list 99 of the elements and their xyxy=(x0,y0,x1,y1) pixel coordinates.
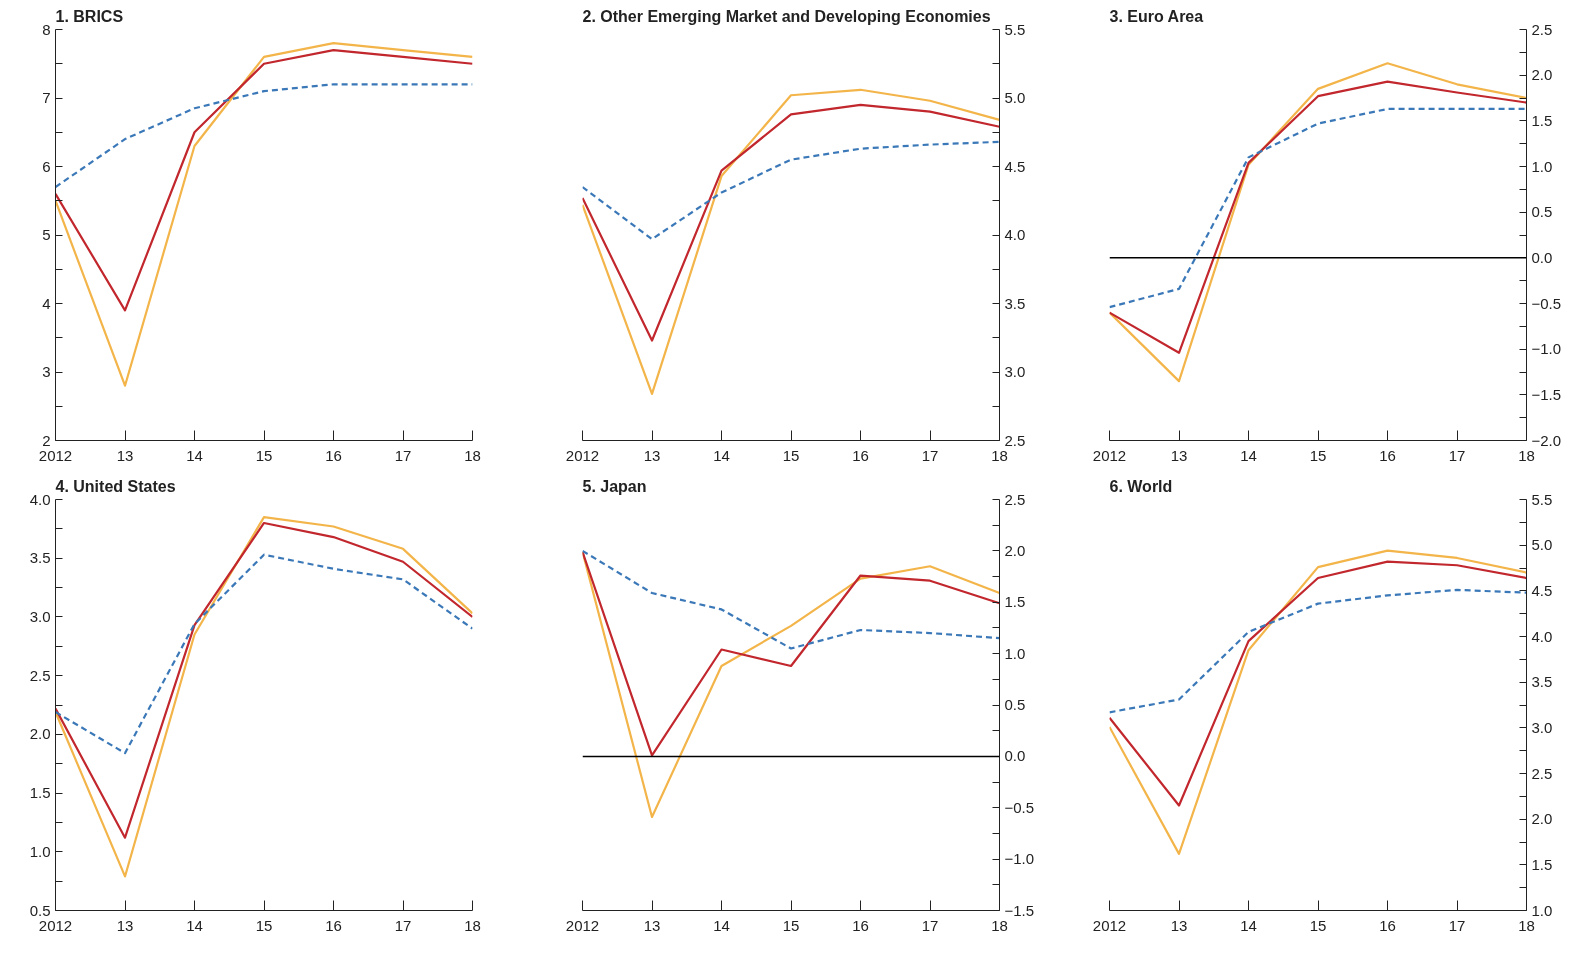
y2-tick-label: −1.0 xyxy=(1004,850,1035,868)
y2-tick-label: 1.0 xyxy=(1531,901,1553,919)
x-tick-label: 13 xyxy=(643,916,661,934)
y2-tick-label: 4.5 xyxy=(1531,581,1553,599)
x-tick-label: 14 xyxy=(1240,446,1257,464)
y-tick-label: 5 xyxy=(42,226,51,243)
x-tick-label: 17 xyxy=(1448,446,1466,464)
x-tick-label: 18 xyxy=(1518,916,1535,934)
x-tick-label: 2012 xyxy=(1092,446,1127,464)
chart-title: 4. United States xyxy=(55,477,176,495)
x-tick-label: 16 xyxy=(852,446,869,464)
y2-tick-label: −2.0 xyxy=(1531,431,1562,449)
x-tick-label: 2012 xyxy=(38,446,73,464)
y-tick-label: 6 xyxy=(42,157,51,175)
y-tick-label: 7 xyxy=(42,89,51,106)
x-tick-label: 16 xyxy=(325,446,342,464)
y-tick-label: 1.5 xyxy=(29,784,51,802)
y2-tick-label: 2.5 xyxy=(1004,490,1026,508)
x-tick-label: 13 xyxy=(643,446,661,464)
x-tick-label: 16 xyxy=(325,916,342,934)
y2-tick-label: 5.0 xyxy=(1004,89,1026,106)
x-tick-label: 18 xyxy=(464,916,481,934)
x-tick-label: 16 xyxy=(1379,916,1396,934)
y2-tick-label: 5.5 xyxy=(1004,20,1026,38)
y-tick-label: 1.0 xyxy=(29,842,51,860)
y2-tick-label: −0.5 xyxy=(1531,294,1562,312)
y2-tick-label: 1.5 xyxy=(1531,111,1553,129)
y2-tick-label: 3.0 xyxy=(1531,718,1553,736)
y2-tick-label: 5.5 xyxy=(1531,490,1553,508)
y2-tick-label: 0.0 xyxy=(1531,248,1553,266)
x-tick-label: 16 xyxy=(1379,446,1396,464)
chart-title: 3. Euro Area xyxy=(1109,7,1204,25)
y2-tick-label: −0.5 xyxy=(1004,798,1035,816)
x-tick-label: 14 xyxy=(1240,916,1257,934)
x-tick-label: 14 xyxy=(186,916,203,934)
y2-tick-label: −1.5 xyxy=(1004,901,1035,919)
chart-title: 2. Other Emerging Market and Developing Economies xyxy=(582,7,991,25)
y2-tick-label: 4.0 xyxy=(1531,627,1553,645)
x-tick-label: 13 xyxy=(116,446,134,464)
x-tick-label: 18 xyxy=(991,916,1008,934)
y2-tick-label: 2.5 xyxy=(1004,431,1026,449)
x-tick-label: 17 xyxy=(1448,916,1466,934)
x-tick-label: 14 xyxy=(713,916,730,934)
y-tick-label: 8 xyxy=(42,20,51,38)
y-tick-label: 3.5 xyxy=(29,549,51,567)
x-tick-label: 15 xyxy=(1309,446,1327,464)
y2-tick-label: 5.0 xyxy=(1531,536,1553,554)
x-tick-label: 16 xyxy=(852,916,869,934)
x-tick-label: 15 xyxy=(782,446,800,464)
x-tick-label: 15 xyxy=(255,446,273,464)
x-tick-label: 15 xyxy=(782,916,800,934)
x-tick-label: 17 xyxy=(921,916,939,934)
y-tick-label: 2.5 xyxy=(29,666,51,684)
x-tick-label: 2012 xyxy=(565,916,600,934)
y2-tick-label: 2.5 xyxy=(1531,20,1553,38)
x-tick-label: 2012 xyxy=(38,916,73,934)
y2-tick-label: 0.5 xyxy=(1531,203,1553,221)
x-tick-label: 13 xyxy=(1170,916,1188,934)
x-tick-label: 15 xyxy=(1309,916,1327,934)
x-tick-label: 18 xyxy=(1518,446,1535,464)
y2-tick-label: 2.5 xyxy=(1531,764,1553,782)
y2-tick-label: 1.0 xyxy=(1004,644,1026,662)
y2-tick-label: 4.5 xyxy=(1004,157,1026,175)
y2-tick-label: 2.0 xyxy=(1004,541,1026,559)
y2-tick-label: 2.0 xyxy=(1531,810,1553,828)
y2-tick-label: 1.5 xyxy=(1004,593,1026,611)
x-tick-label: 17 xyxy=(394,446,412,464)
y2-tick-label: 3.0 xyxy=(1004,363,1026,380)
y2-tick-label: 2.0 xyxy=(1531,66,1553,84)
y2-tick-label: 3.5 xyxy=(1004,294,1026,312)
x-tick-label: 15 xyxy=(255,916,273,934)
y2-tick-label: −1.0 xyxy=(1531,340,1562,358)
x-tick-label: 2012 xyxy=(565,446,600,464)
y2-tick-label: 0.5 xyxy=(1004,696,1026,713)
chart-title: 1. BRICS xyxy=(55,7,124,25)
y2-tick-label: 1.5 xyxy=(1531,855,1553,873)
x-tick-label: 14 xyxy=(713,446,730,464)
y2-tick-label: 1.0 xyxy=(1531,157,1553,175)
x-tick-label: 18 xyxy=(991,446,1008,464)
y-tick-label: 2 xyxy=(42,431,51,449)
x-tick-label: 17 xyxy=(394,916,412,934)
chart-title: 6. World xyxy=(1109,477,1173,495)
x-tick-label: 18 xyxy=(464,446,481,464)
y-tick-label: 2.0 xyxy=(29,725,51,743)
x-tick-label: 2012 xyxy=(1092,916,1127,934)
y-tick-label: 4.0 xyxy=(29,490,51,508)
x-tick-label: 14 xyxy=(186,446,203,464)
y-tick-label: 4 xyxy=(42,294,51,312)
x-tick-label: 13 xyxy=(1170,446,1188,464)
y2-tick-label: 4.0 xyxy=(1004,226,1026,243)
y2-tick-label: 3.5 xyxy=(1531,673,1553,691)
y2-tick-label: 0.0 xyxy=(1004,747,1026,765)
x-tick-label: 17 xyxy=(921,446,939,464)
y-tick-label: 3.0 xyxy=(29,607,51,625)
y-tick-label: 3 xyxy=(42,363,51,380)
x-tick-label: 13 xyxy=(116,916,134,934)
y2-tick-label: −1.5 xyxy=(1531,385,1562,403)
y-tick-label: 0.5 xyxy=(29,901,51,919)
chart-title: 5. Japan xyxy=(582,477,647,495)
